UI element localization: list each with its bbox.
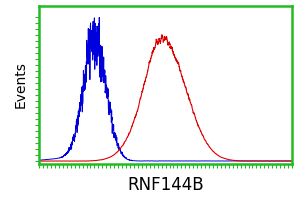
X-axis label: RNF144B: RNF144B [127, 176, 204, 194]
Y-axis label: Events: Events [13, 62, 27, 108]
